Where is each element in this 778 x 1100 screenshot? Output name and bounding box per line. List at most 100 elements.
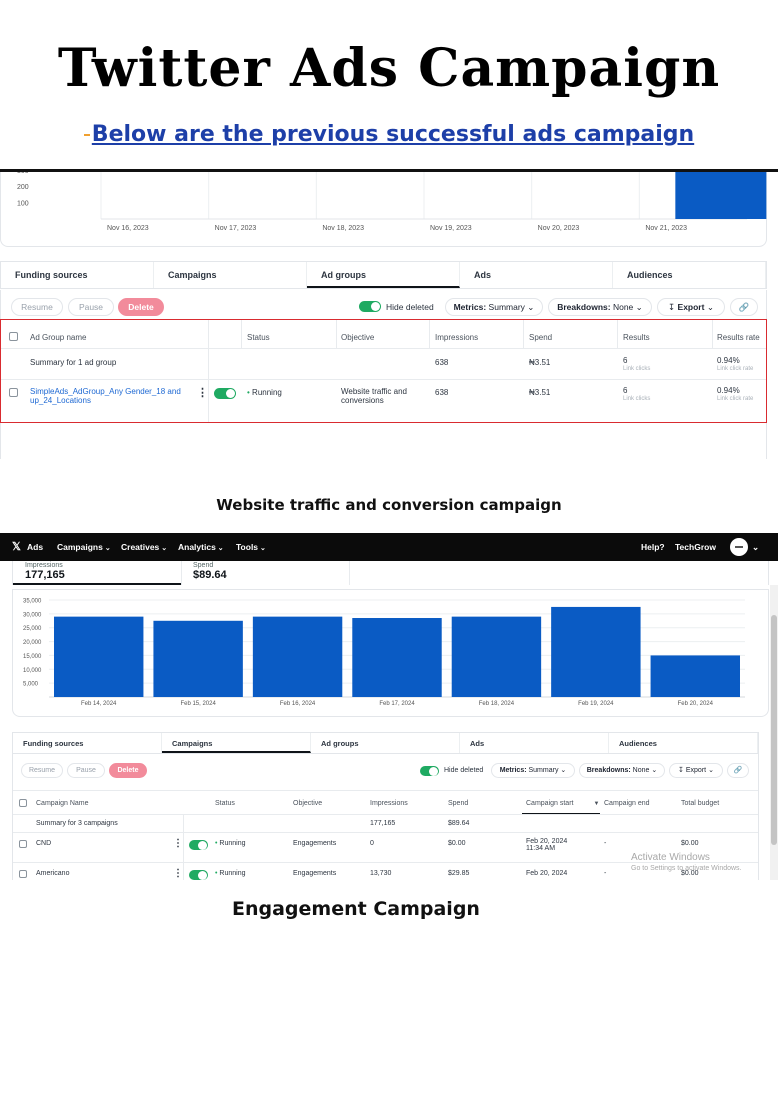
row-checkbox[interactable]: [19, 870, 27, 878]
link-icon[interactable]: 🔗: [727, 763, 749, 778]
chart-bar[interactable]: [352, 618, 442, 697]
pause-button[interactable]: Pause: [68, 298, 114, 316]
caption-engagement: Engagement Campaign: [232, 898, 480, 920]
nav-campaigns[interactable]: Campaigns ⌄: [57, 542, 111, 552]
metrics-value: Summary: [528, 767, 559, 774]
chart-bar[interactable]: [675, 172, 767, 219]
download-icon: ↧: [678, 767, 684, 774]
column-header-status[interactable]: Status: [247, 333, 270, 342]
select-all-checkbox[interactable]: [9, 332, 18, 341]
delete-button[interactable]: Delete: [109, 763, 147, 778]
column-divider: [336, 320, 337, 348]
scrollbar-thumb[interactable]: [771, 615, 777, 845]
column-header-campaign-start[interactable]: Campaign start ▼: [526, 800, 599, 807]
x-logo-icon[interactable]: 𝕏: [12, 541, 21, 553]
export-label: Export: [685, 767, 707, 774]
column-header-name[interactable]: Campaign Name: [36, 800, 89, 807]
chart-bar[interactable]: [54, 616, 144, 697]
delete-button[interactable]: Delete: [118, 298, 164, 316]
row-status-toggle[interactable]: [189, 840, 208, 850]
column-header-spend[interactable]: Spend: [529, 333, 553, 342]
column-header-spend[interactable]: Spend: [448, 800, 469, 807]
row-objective-line: Website traffic and: [341, 387, 407, 396]
chart-bar[interactable]: [451, 616, 542, 697]
ads-logo-text: Ads: [27, 542, 44, 552]
impressions-chart-1: 300 200 100 Nov 16, 2023 Nov 17, 2023 Nov 18,…: [0, 172, 767, 247]
nav-tools[interactable]: Tools ⌄: [236, 542, 266, 552]
breakdowns-dropdown[interactable]: Breakdowns: None ⌄: [548, 298, 652, 316]
tab-funding-sources[interactable]: Funding sources: [1, 262, 154, 288]
breakdowns-dropdown[interactable]: Breakdowns: None ⌄: [579, 763, 665, 778]
tab-funding-sources[interactable]: Funding sources: [13, 733, 162, 753]
avatar[interactable]: [730, 538, 748, 556]
column-header-impressions[interactable]: Impressions: [370, 800, 408, 807]
spend-value: $89.64: [193, 569, 227, 581]
nav-analytics[interactable]: Analytics ⌄: [178, 542, 224, 552]
tab-audiences[interactable]: Audiences: [609, 733, 758, 753]
hide-deleted-toggle[interactable]: [420, 766, 439, 776]
row-objective: Engagements: [293, 840, 337, 847]
nav-creatives[interactable]: Creatives ⌄: [121, 542, 167, 552]
tab-ads[interactable]: Ads: [460, 733, 609, 753]
export-button[interactable]: ↧ Export ⌄: [669, 763, 723, 778]
chevron-down-icon[interactable]: ⌄: [752, 542, 760, 552]
row-campaign-start: Feb 20, 2024: [526, 870, 568, 877]
row-impressions: 13,730: [370, 870, 392, 877]
resume-button[interactable]: Resume: [11, 298, 63, 316]
column-header-impressions[interactable]: Impressions: [435, 333, 479, 342]
page-scrollbar[interactable]: [770, 585, 778, 880]
column-header-total-budget[interactable]: Total budget: [681, 800, 720, 807]
chart-bar[interactable]: [650, 655, 740, 697]
export-button[interactable]: ↧ Export ⌄: [657, 298, 725, 316]
row-total-budget: $0.00: [681, 870, 699, 877]
windows-watermark-title: Activate Windows: [631, 852, 710, 863]
column-header-results-rate[interactable]: Results rate: [717, 333, 760, 342]
metric-divider: [349, 561, 350, 585]
ad-group-name-link[interactable]: SimpleAds_AdGroup_Any Gender_18 and up_24…: [30, 387, 181, 405]
select-all-checkbox[interactable]: [19, 799, 27, 807]
chart-bar[interactable]: [551, 606, 641, 697]
row-spend: $29.85: [448, 870, 470, 877]
tab-ads[interactable]: Ads: [460, 262, 613, 288]
help-link[interactable]: Help?: [641, 542, 665, 552]
more-options-icon[interactable]: ⋮: [173, 868, 183, 879]
x-tick-label: Feb 16, 2024: [280, 701, 316, 707]
metrics-dropdown[interactable]: Metrics: Summary ⌄: [445, 298, 543, 316]
nav-tools-label: Tools: [236, 542, 259, 552]
column-header-objective[interactable]: Objective: [341, 333, 375, 342]
campaign-name-link[interactable]: CND: [36, 840, 52, 847]
resume-button[interactable]: Resume: [21, 763, 63, 778]
tab-campaigns[interactable]: Campaigns: [162, 733, 311, 753]
campaign-name-link[interactable]: Americano: [36, 870, 70, 877]
link-icon[interactable]: 🔗: [730, 298, 758, 316]
tab-ad-groups[interactable]: Ad groups: [311, 733, 460, 753]
more-options-icon[interactable]: ⋮: [173, 838, 183, 849]
row-status-toggle[interactable]: [214, 388, 236, 399]
x-tick-label: Feb 17, 2024: [379, 701, 415, 707]
column-header-objective[interactable]: Objective: [293, 800, 323, 807]
column-header-results[interactable]: Results: [623, 333, 650, 342]
account-name[interactable]: TechGrow: [675, 542, 716, 552]
row-checkbox[interactable]: [9, 388, 18, 397]
metrics-dropdown[interactable]: Metrics: Summary ⌄: [491, 763, 575, 778]
hide-deleted-toggle[interactable]: [359, 301, 381, 312]
top-navbar: 𝕏 Ads Campaigns ⌄ Creatives ⌄ Analytics ⌄ T…: [0, 533, 778, 561]
campaign-start-label: Campaign start: [526, 800, 574, 807]
ad-group-name-line: SimpleAds_AdGroup_Any Gender_18 and: [30, 387, 181, 396]
column-divider: [208, 320, 209, 422]
more-options-icon[interactable]: ⋮: [197, 387, 208, 399]
tab-campaigns[interactable]: Campaigns: [154, 262, 307, 288]
bar-chart-svg: 300 200 100 Nov 16, 2023 Nov 17, 2023 Nov 18,…: [17, 172, 767, 232]
chart-bar[interactable]: [252, 616, 343, 697]
column-header-status[interactable]: Status: [215, 800, 235, 807]
chart-bar[interactable]: [153, 620, 243, 697]
row-checkbox[interactable]: [19, 840, 27, 848]
sorted-column-indicator: [522, 813, 600, 814]
tab-ad-groups[interactable]: Ad groups: [307, 262, 460, 288]
tab-audiences[interactable]: Audiences: [613, 262, 766, 288]
column-divider: [183, 814, 184, 880]
column-header-campaign-end[interactable]: Campaign end: [604, 800, 650, 807]
column-header-name[interactable]: Ad Group name: [30, 333, 87, 342]
row-status-toggle[interactable]: [189, 870, 208, 880]
pause-button[interactable]: Pause: [67, 763, 105, 778]
